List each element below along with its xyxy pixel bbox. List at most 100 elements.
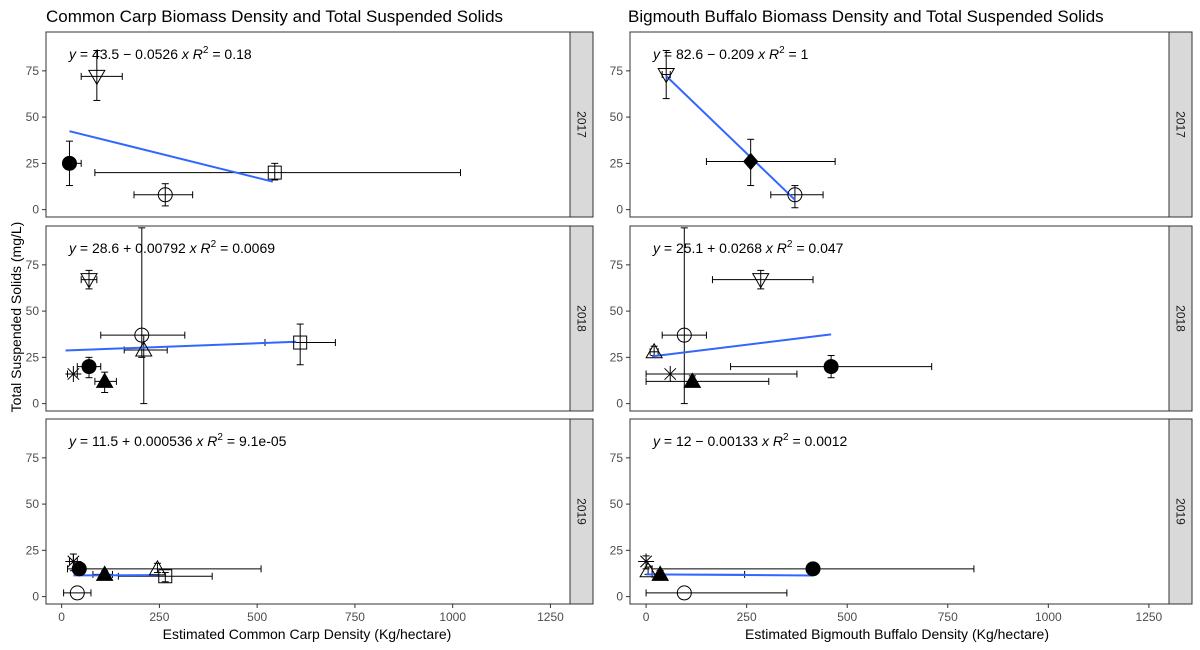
x-tick-label: 1000 <box>439 610 466 624</box>
facet-panel-2018: 2018 0 25 50 75 y = 25.1 + 0.0268 x R2 = 0.04… <box>610 225 1193 412</box>
facet-panel-2017: 2017 0 25 50 75 y = 43.5 − 0.0526 x R2 = 0.18 <box>26 31 594 218</box>
y-tick-label: 25 <box>26 350 40 364</box>
x-tick-label: 1000 <box>1035 610 1062 624</box>
triangle-point <box>645 342 663 359</box>
open-circle-point <box>676 585 692 601</box>
error-bars <box>63 589 92 597</box>
panel-border <box>45 418 571 605</box>
down-triangle-point <box>80 273 98 289</box>
open-circle-point <box>157 187 173 203</box>
y-tick-label: 75 <box>610 451 624 465</box>
y-tick-label: 75 <box>610 258 624 272</box>
x-tick-label: 0 <box>643 610 650 624</box>
facet-strip <box>569 418 594 605</box>
common-carp-plot: 2017 0 25 50 75 y = 43.5 − 0.0526 x R2 = 0.18… <box>26 31 594 624</box>
panel-border <box>45 31 571 218</box>
regression-line <box>69 130 274 183</box>
filled-circle-point <box>81 359 97 375</box>
x-tick-label: 750 <box>938 610 958 624</box>
square-point <box>158 569 173 584</box>
y-tick-label: 0 <box>32 203 39 217</box>
asterisk-point <box>662 366 679 382</box>
y-tick-label: 25 <box>26 543 40 557</box>
open-circle-point <box>69 585 85 601</box>
regression-line <box>65 340 297 352</box>
y-tick-label: 0 <box>616 203 623 217</box>
regression-equation: y = 82.6 − 0.209 x R2 = 1 <box>652 45 809 62</box>
x-tick-label: 500 <box>247 610 267 624</box>
y-tick-label: 25 <box>610 543 624 557</box>
filled-triangle-point <box>95 372 114 388</box>
y-tick-label: 50 <box>26 110 40 124</box>
filled-triangle-point <box>651 565 670 581</box>
regression-equation: y = 25.1 + 0.0268 x R2 = 0.047 <box>652 239 844 256</box>
y-tick-label: 75 <box>26 451 40 465</box>
x-tick-label: 500 <box>837 610 857 624</box>
filled-triangle-point <box>683 372 702 388</box>
right-x-axis-label: Estimated Bigmouth Buffalo Density (Kg/h… <box>745 626 1049 642</box>
y-tick-label: 50 <box>26 304 40 318</box>
y-tick-label: 50 <box>610 110 624 124</box>
error-bars <box>770 185 824 209</box>
x-tick-label: 250 <box>737 610 757 624</box>
regression-equation: y = 11.5 + 0.000536 x R2 = 9.1e-05 <box>68 432 287 449</box>
panel-border <box>629 31 1170 218</box>
regression-equation: y = 43.5 − 0.0526 x R2 = 0.18 <box>68 45 252 62</box>
facet-strip-label: 2018 <box>575 305 589 332</box>
facet-strip <box>569 31 594 218</box>
open-circle-point <box>676 327 692 343</box>
filled-circle-point <box>61 155 77 171</box>
facet-strip <box>1168 225 1193 412</box>
open-circle-point <box>787 187 803 203</box>
regression-line <box>646 573 814 577</box>
regression-equation: y = 12 − 0.00133 x R2 = 0.0012 <box>652 432 848 449</box>
down-triangle-point <box>751 273 770 289</box>
error-bars <box>645 589 788 597</box>
facet-strip <box>569 225 594 412</box>
asterisk-point <box>65 366 82 382</box>
x-tick-label: 1250 <box>1136 610 1163 624</box>
y-tick-label: 0 <box>616 590 623 604</box>
filled-triangle-point <box>95 565 114 581</box>
facet-strip-label: 2017 <box>1174 111 1188 138</box>
facet-strip-label: 2019 <box>575 498 589 525</box>
facet-strip-label: 2019 <box>1174 498 1188 525</box>
panel-border <box>629 418 1170 605</box>
error-bars <box>80 269 98 290</box>
filled-circle-point <box>805 561 821 577</box>
y-tick-label: 50 <box>610 304 624 318</box>
square-point <box>267 165 282 180</box>
y-tick-label: 25 <box>610 350 624 364</box>
facet-panel-2018: 2018 0 25 50 75 y = 28.6 + 0.00792 x R2 = 0.0… <box>26 225 594 412</box>
facet-strip <box>1168 31 1193 218</box>
regression-line <box>665 75 796 201</box>
triangle-point <box>639 561 657 578</box>
left-plot-title: Common Carp Biomass Density and Total Su… <box>46 7 503 26</box>
right-plot-title: Bigmouth Buffalo Biomass Density and Tot… <box>628 7 1104 26</box>
facet-strip-label: 2017 <box>575 111 589 138</box>
y-tick-label: 75 <box>26 258 40 272</box>
y-tick-label: 0 <box>32 590 39 604</box>
x-tick-label: 1250 <box>537 610 564 624</box>
facet-panel-2017: 2017 0 25 50 75 y = 82.6 − 0.209 x R2 = 1 <box>610 31 1193 218</box>
panel-border <box>45 225 571 412</box>
y-tick-label: 25 <box>610 156 624 170</box>
left-x-axis-label: Estimated Common Carp Density (Kg/hectar… <box>163 626 452 642</box>
facet-strip <box>1168 418 1193 605</box>
panel-border <box>629 225 1170 412</box>
shared-y-axis-label: Total Suspended Solids (mg/L) <box>8 222 24 413</box>
facet-strip-label: 2018 <box>1174 305 1188 332</box>
triangle-point <box>148 559 167 576</box>
y-tick-label: 0 <box>616 397 623 411</box>
open-circle-point <box>134 327 150 343</box>
filled-circle-point <box>71 561 87 577</box>
error-bars <box>117 572 213 583</box>
regression-line <box>652 333 832 358</box>
x-tick-label: 250 <box>149 610 169 624</box>
y-tick-label: 50 <box>610 497 624 511</box>
x-tick-label: 750 <box>345 610 365 624</box>
filled-diamond-point <box>743 152 759 171</box>
y-tick-label: 25 <box>26 156 40 170</box>
